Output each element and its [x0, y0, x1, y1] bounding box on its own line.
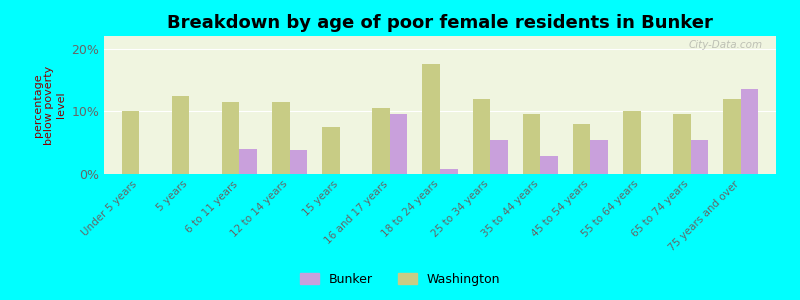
Bar — [239, 149, 257, 174]
Bar — [372, 108, 390, 174]
Bar — [522, 114, 540, 174]
Bar — [390, 114, 407, 174]
Bar — [422, 64, 440, 174]
Title: Breakdown by age of poor female residents in Bunker: Breakdown by age of poor female resident… — [167, 14, 713, 32]
Bar — [573, 124, 590, 174]
Bar — [673, 114, 690, 174]
Bar — [440, 169, 458, 174]
Bar — [690, 140, 708, 174]
Bar — [172, 96, 190, 174]
Y-axis label: percentage
below poverty
level: percentage below poverty level — [33, 65, 66, 145]
Bar — [222, 102, 239, 174]
Bar — [741, 89, 758, 174]
Bar — [122, 111, 139, 174]
Bar — [272, 102, 290, 174]
Legend: Bunker, Washington: Bunker, Washington — [295, 268, 505, 291]
Text: City-Data.com: City-Data.com — [689, 40, 762, 50]
Bar — [590, 140, 608, 174]
Bar — [723, 99, 741, 174]
Bar — [473, 99, 490, 174]
Bar — [540, 156, 558, 174]
Bar — [490, 140, 508, 174]
Bar — [290, 150, 307, 174]
Bar — [322, 127, 340, 174]
Bar — [623, 111, 641, 174]
